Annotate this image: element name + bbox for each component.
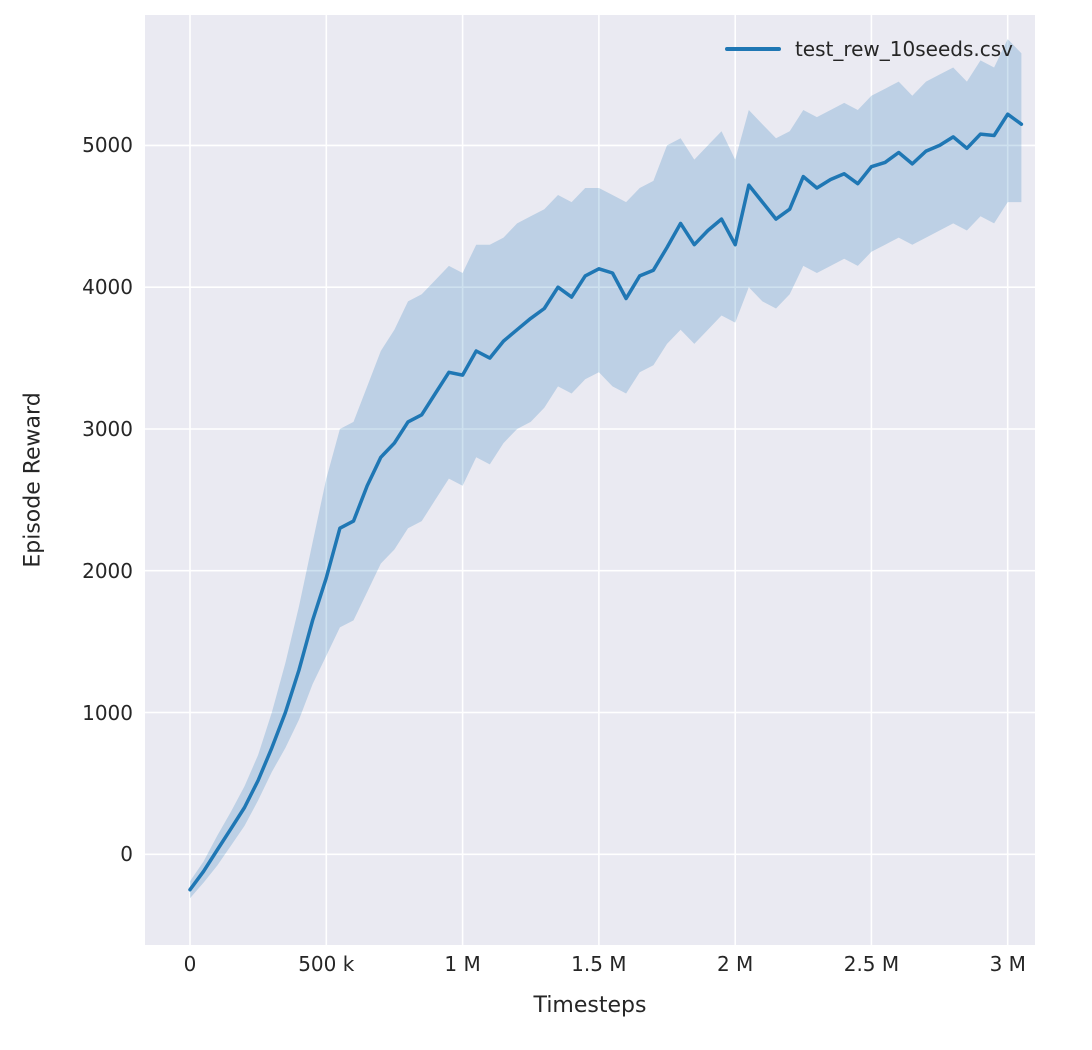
y-tick-label: 3000 [82, 416, 133, 441]
confidence-band [190, 39, 1022, 899]
legend-line-swatch [724, 47, 781, 51]
legend-label: test_rew_10seeds.csv [794, 37, 1013, 61]
x-axis-label: Timesteps [533, 993, 647, 1018]
plot-area: test_rew_10seeds.csv [145, 15, 1035, 945]
y-tick-label: 1000 [82, 700, 133, 725]
y-tick-label: 4000 [82, 275, 133, 300]
x-tick-label: 1.5 M [571, 952, 627, 976]
chart-canvas [145, 15, 1035, 945]
x-tick-label: 500 k [298, 952, 355, 976]
x-tick-label: 3 M [989, 952, 1026, 976]
y-tick-label: 5000 [82, 133, 133, 158]
x-tick-label: 0 [183, 952, 197, 976]
legend: test_rew_10seeds.csv [717, 33, 1021, 65]
x-tick-label: 2.5 M [843, 952, 900, 976]
mean-line [188, 112, 1024, 892]
y-tick-label: 2000 [82, 558, 133, 583]
y-tick-label: 0 [120, 842, 133, 867]
x-tick-label: 1 M [444, 952, 481, 976]
x-tick-label: 2 M [716, 952, 754, 976]
